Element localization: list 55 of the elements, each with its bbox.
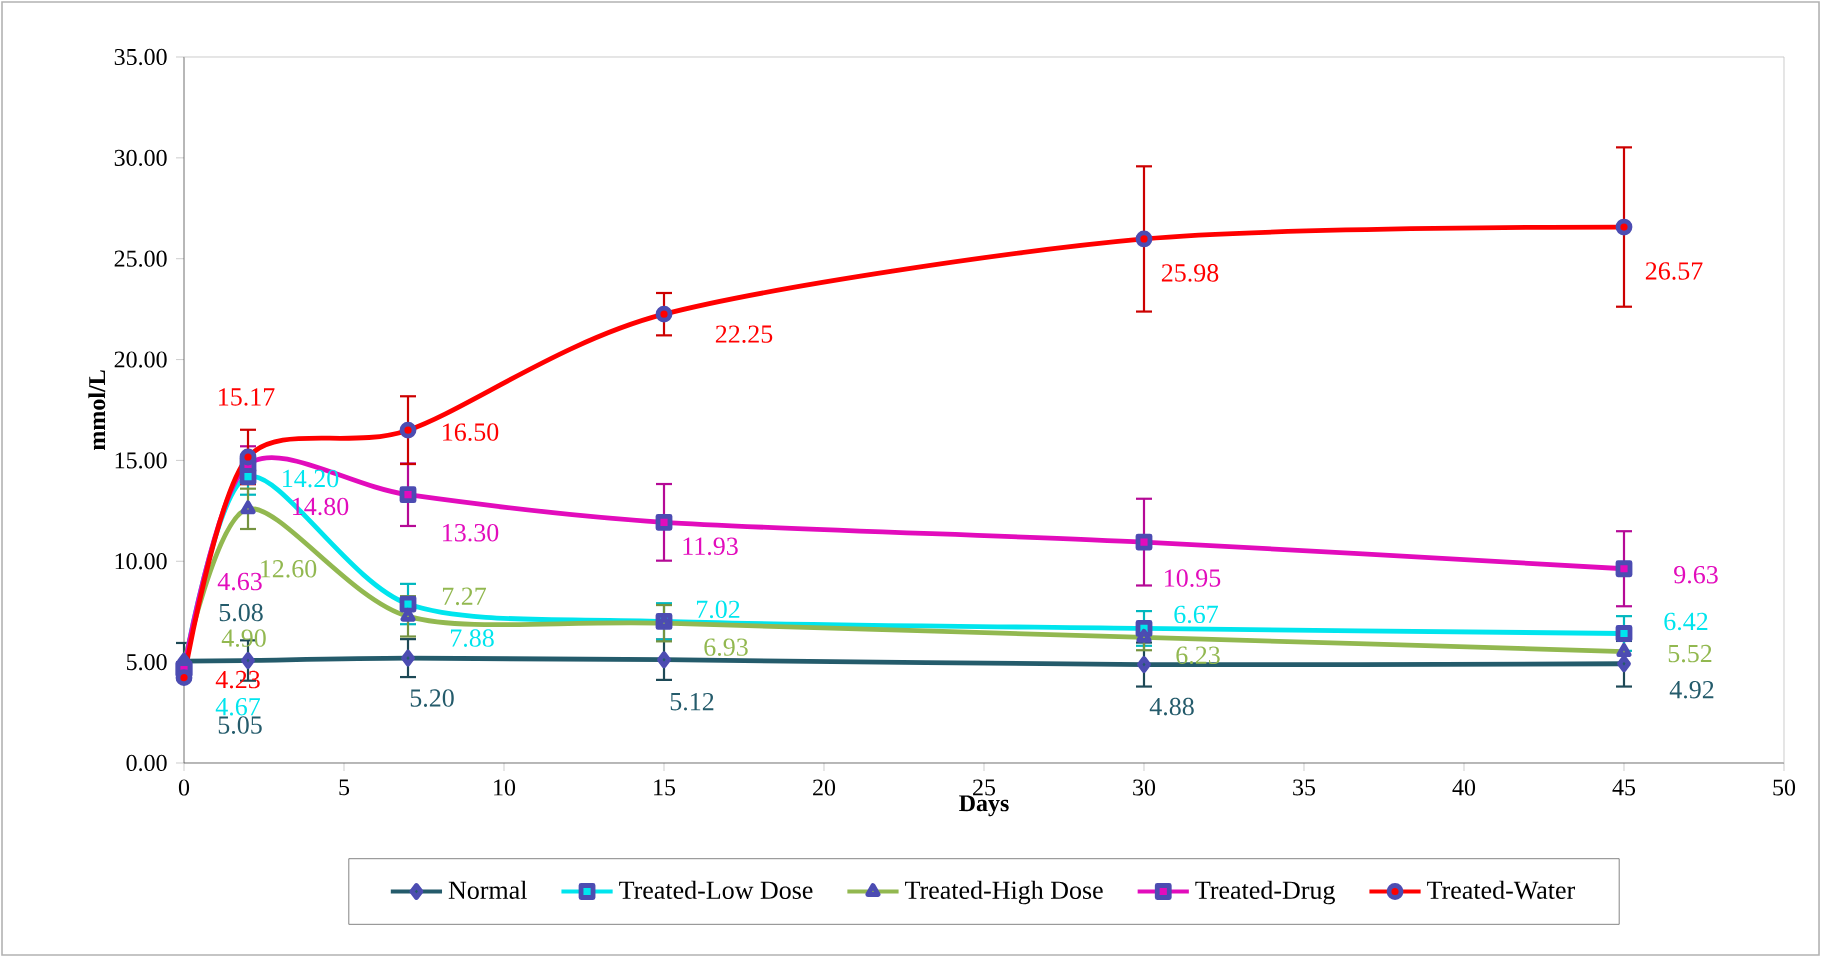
data-label: 7.88 (450, 629, 494, 647)
data-label: 7.02 (696, 600, 740, 619)
data-label: 4.90 (221, 629, 266, 647)
data-label: 5.20 (410, 689, 454, 707)
data-label: 25.98 (1161, 264, 1219, 282)
x-tick-label: 10 (494, 779, 516, 796)
x-axis-title: Days (959, 795, 1009, 817)
y-tick-label: 10.00 (115, 553, 167, 570)
y-tick-label: 0.00 (126, 754, 167, 772)
data-label: 4.63 (217, 572, 262, 591)
x-tick-label: 30 (1133, 779, 1156, 796)
data-label: 22.25 (715, 325, 773, 343)
x-tick-label: 50 (1773, 779, 1796, 796)
data-label: 16.50 (443, 423, 499, 441)
y-tick-label: 35.00 (114, 48, 167, 66)
x-tick-label: 35 (1293, 779, 1316, 796)
x-tick-label: 20 (813, 779, 836, 796)
y-tick-label: 5.00 (126, 653, 167, 671)
data-label: 5.52 (1668, 644, 1712, 663)
data-label: 5.08 (219, 603, 263, 622)
data-label: 6.93 (704, 638, 748, 656)
data-label: 5.05 (218, 716, 262, 734)
data-label: 12.60 (261, 560, 317, 578)
y-tick-label: 20.00 (114, 351, 167, 368)
data-label: 4.88 (1149, 697, 1194, 716)
y-tick-label: 15.00 (115, 452, 167, 469)
legend-label: Treated-High Dose (905, 880, 1103, 905)
data-label: 15.17 (219, 388, 275, 406)
y-tick-label: 30.00 (114, 149, 167, 167)
y-axis-title: mmol/L (88, 370, 106, 450)
data-label: 26.57 (1645, 262, 1703, 280)
x-tick-label: 5 (339, 779, 350, 796)
x-tick-label: 15 (654, 779, 676, 796)
data-label: 5.12 (670, 692, 714, 711)
data-label: 7.27 (442, 587, 487, 606)
data-label: 11.93 (683, 537, 738, 556)
x-tick-label: 0 (178, 779, 190, 796)
data-label: 6.23 (1176, 646, 1220, 665)
data-label: 4.67 (215, 697, 261, 716)
data-label: 13.30 (443, 523, 499, 542)
data-label: 4.23 (215, 670, 260, 689)
data-label: 9.63 (1674, 565, 1718, 584)
data-label: 4.92 (1669, 680, 1714, 699)
legend-label: Normal (448, 880, 527, 899)
legend-label: Treated-Water (1427, 880, 1575, 900)
data-label: 6.67 (1174, 605, 1219, 624)
legend-label: Treated-Drug (1195, 880, 1335, 905)
x-tick-label: 45 (1612, 779, 1636, 796)
data-label: 10.95 (1165, 569, 1221, 587)
y-tick-label: 25.00 (114, 250, 167, 267)
legend-label: Treated-Low Dose (619, 880, 813, 899)
data-label: 6.42 (1664, 612, 1708, 631)
x-tick-label: 40 (1452, 779, 1476, 796)
data-label: 14.20 (283, 469, 339, 488)
x-tick-label: 25 (973, 779, 996, 796)
